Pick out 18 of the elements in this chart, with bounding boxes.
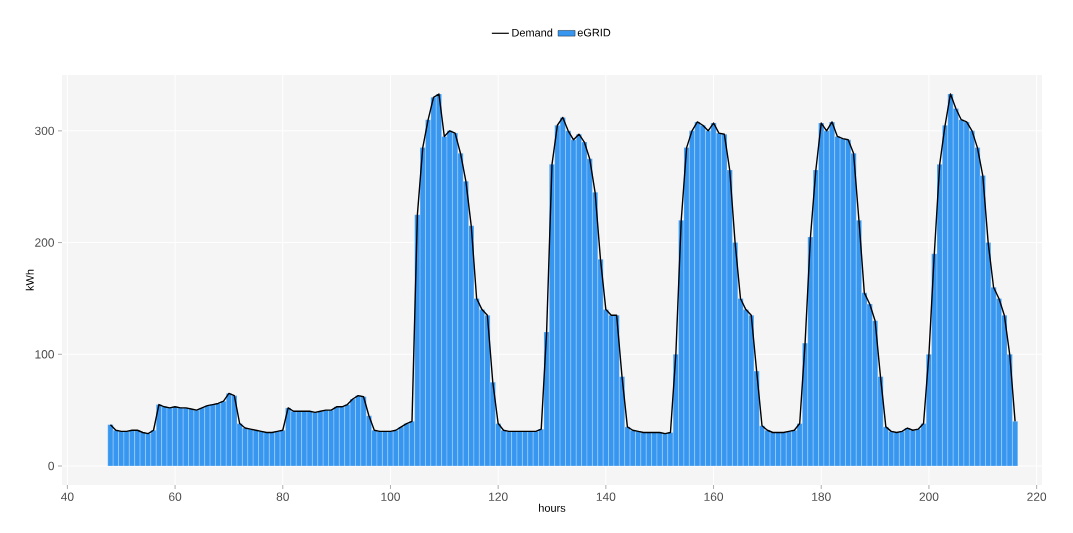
x-tick-label: 220: [1027, 492, 1047, 501]
x-tick-label: 120: [489, 492, 508, 501]
y-tick-label: 200: [35, 238, 55, 247]
x-axis-title: hours: [539, 503, 566, 512]
x-tick-label: 200: [919, 492, 939, 501]
y-tick-label: 100: [35, 350, 55, 359]
y-tick-label: 300: [34, 126, 55, 136]
y-tick-label: 0: [48, 461, 55, 471]
legend-label: Demand: [512, 28, 553, 37]
x-tick-label: 40: [61, 492, 74, 501]
y-axis-title: kWh: [25, 269, 34, 291]
x-tick-label: 60: [169, 492, 182, 501]
x-tick-label: 140: [596, 492, 616, 501]
legend-label: eGRID: [577, 28, 611, 37]
x-tick-label: 160: [704, 492, 724, 501]
x-tick-label: 80: [276, 492, 289, 501]
x-tick-label: 180: [812, 492, 831, 501]
x-tick-label: 100: [381, 492, 400, 501]
